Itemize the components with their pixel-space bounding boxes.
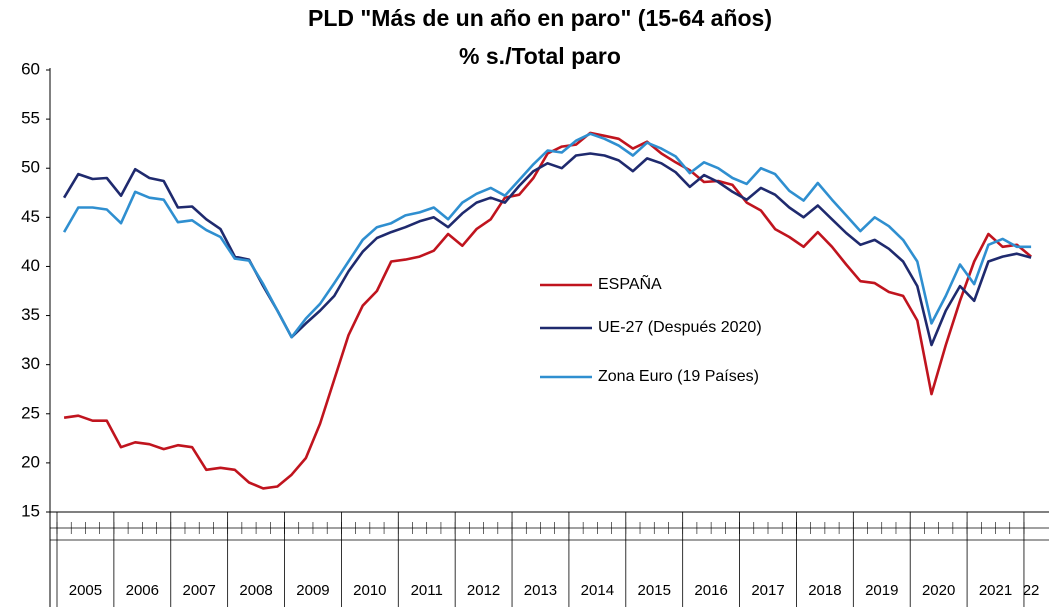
x-group-label: 2021	[979, 582, 1012, 599]
y-tick-label: 15	[21, 501, 40, 520]
chart-title: PLD "Más de un año en paro" (15-64 años)	[308, 5, 772, 31]
x-group-label: 2006	[126, 582, 159, 599]
x-group-label: 2010	[353, 582, 386, 599]
chart-subtitle: % s./Total paro	[459, 43, 621, 69]
series-line	[62, 132, 1032, 339]
x-group-label: 2012	[467, 582, 500, 599]
series-line	[63, 131, 1032, 490]
x-group-label: 2020	[922, 582, 955, 599]
x-group-label: 2005	[69, 582, 102, 599]
x-group-label: 2017	[751, 582, 784, 599]
y-tick-label: 20	[21, 452, 40, 471]
y-tick-label: 45	[21, 207, 40, 226]
y-tick-label: 30	[21, 354, 40, 373]
x-group-label: 22	[1023, 582, 1040, 599]
y-tick-label: 35	[21, 305, 40, 324]
x-group-label: 2007	[183, 582, 216, 599]
legend-label: ESPAÑA	[598, 273, 662, 293]
legend-label: UE-27 (Después 2020)	[598, 319, 762, 336]
y-tick-label: 55	[21, 109, 40, 128]
x-group-label: 2009	[296, 582, 329, 599]
x-group-label: 2019	[865, 582, 898, 599]
y-tick-label: 25	[21, 403, 40, 422]
y-tick-label: 60	[21, 59, 40, 78]
y-tick-label: 40	[21, 256, 40, 275]
x-group-label: 2016	[694, 582, 727, 599]
x-group-label: 2008	[239, 582, 272, 599]
y-tick-label: 50	[21, 158, 40, 177]
x-group-label: 2015	[638, 582, 671, 599]
legend-label: Zona Euro (19 Países)	[598, 368, 759, 385]
x-group-label: 2014	[581, 582, 614, 599]
series-line	[62, 152, 1032, 347]
x-group-label: 2011	[411, 582, 443, 599]
x-group-label: 2018	[808, 582, 841, 599]
x-group-label: 2013	[524, 582, 557, 599]
